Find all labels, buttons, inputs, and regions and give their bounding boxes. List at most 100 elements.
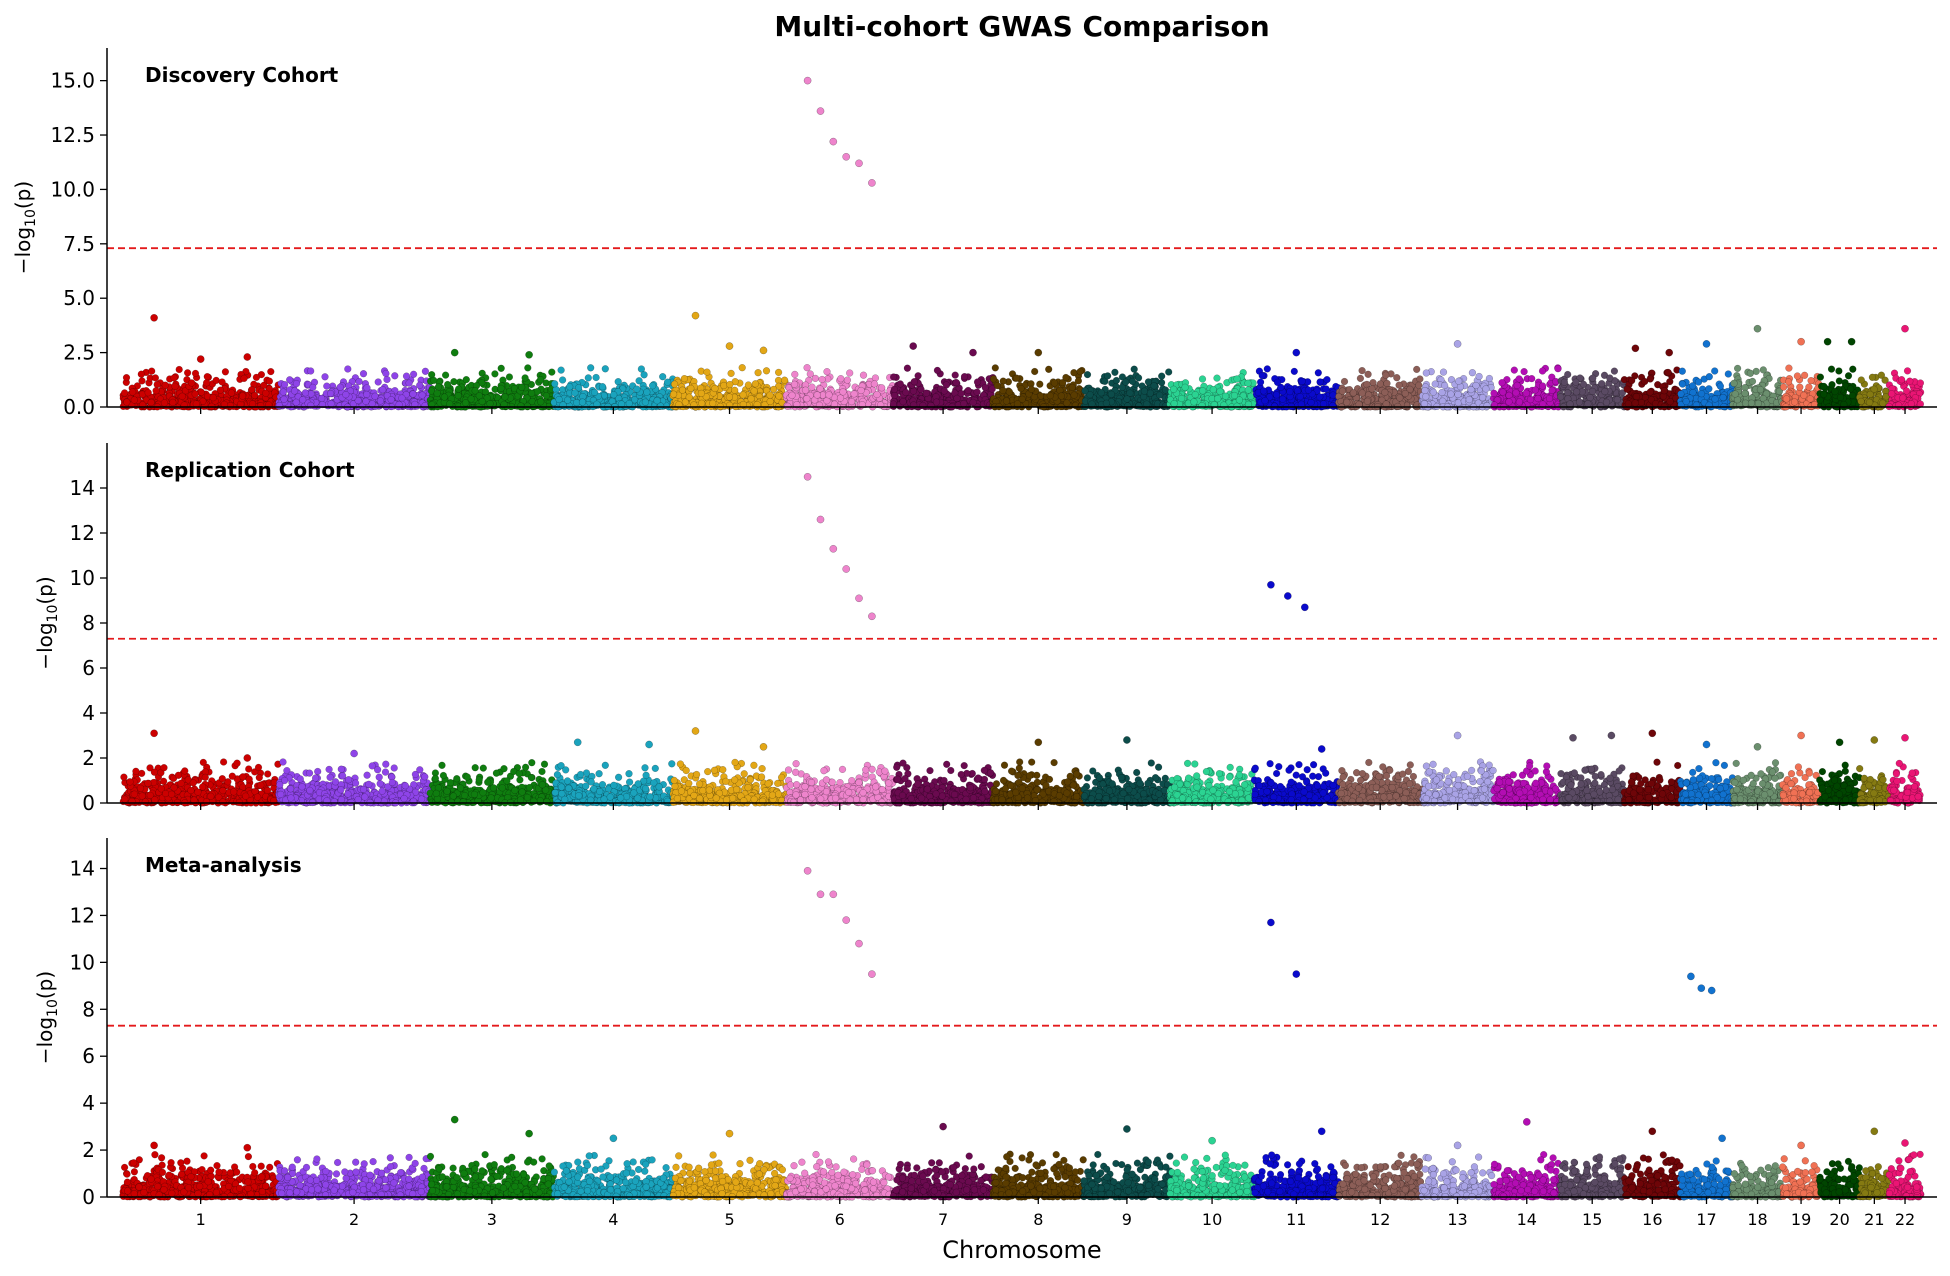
snp-point (634, 386, 641, 393)
chromosome-4-points (551, 364, 677, 410)
snp-point (564, 397, 571, 404)
snp-point (524, 403, 531, 410)
snp-point (323, 383, 330, 390)
snp-point (649, 382, 656, 389)
snp-point (372, 393, 379, 400)
snp-point (442, 372, 449, 379)
snp-point (664, 379, 671, 386)
snp-point (123, 374, 130, 381)
snp-point (364, 385, 371, 392)
snp-point (280, 389, 287, 396)
snp-point (281, 381, 288, 388)
manhattan-plot-svg: Multi-cohort GWAS Comparison 0.02.55.07.… (0, 0, 1950, 1276)
snp-point (391, 372, 398, 379)
snp-point (659, 373, 666, 380)
snp-point (148, 368, 155, 375)
snp-point (356, 378, 363, 385)
snp-point (642, 399, 649, 406)
snp-point (558, 367, 565, 374)
figure-title: Multi-cohort GWAS Comparison (774, 10, 1269, 43)
snp-point (169, 399, 176, 406)
snp-point (262, 390, 269, 397)
snp-point (253, 374, 260, 381)
snp-point (416, 382, 423, 389)
snp-point (204, 373, 211, 380)
snp-point (129, 389, 136, 396)
snp-point (498, 365, 505, 372)
snp-point (455, 386, 462, 393)
snp-point (610, 391, 617, 398)
snp-point (587, 364, 594, 371)
snp-point (293, 380, 300, 387)
snp-point (410, 371, 417, 378)
snp-point (410, 391, 417, 398)
snp-point (309, 384, 316, 391)
snp-point (384, 376, 391, 383)
snp-point (463, 376, 470, 383)
snp-point (506, 374, 513, 381)
snp-point (572, 390, 579, 397)
snp-point (327, 390, 334, 397)
snp-point (161, 400, 168, 407)
snp-point (455, 392, 462, 399)
snp-point (406, 380, 413, 387)
snp-point (518, 403, 525, 410)
snp-point (537, 376, 544, 383)
snp-point (307, 402, 314, 409)
snp-point (152, 375, 159, 382)
snp-point (643, 389, 650, 396)
chromosome-1-points (120, 366, 282, 410)
snp-point (636, 377, 643, 384)
snp-point (342, 391, 349, 398)
snp-point (179, 393, 186, 400)
snp-point (322, 373, 329, 380)
chromosome-3-points (427, 365, 557, 411)
snp-point (383, 370, 390, 377)
panel-1: 0.02.55.07.510.012.515.0 Discovery Cohort… (11, 48, 1937, 419)
snp-point (377, 398, 384, 405)
snp-point (291, 388, 298, 395)
snp-point (487, 400, 494, 407)
snp-point (566, 383, 573, 390)
snp-point (524, 365, 531, 372)
snp-cloud-group (120, 364, 1924, 410)
snp-point (434, 390, 441, 397)
snp-point (302, 389, 309, 396)
snp-point (422, 368, 429, 375)
chromosome-5-points (670, 364, 790, 410)
snp-point (502, 394, 509, 401)
snp-point (228, 390, 235, 397)
snp-point (172, 383, 179, 390)
snp-point (198, 389, 205, 396)
snp-point (219, 379, 226, 386)
snp-point (468, 396, 475, 403)
snp-point (257, 402, 264, 409)
snp-point (210, 394, 217, 401)
chromosome-2-points (275, 366, 433, 411)
snp-point (154, 381, 161, 388)
snp-point (239, 393, 246, 400)
snp-point (171, 375, 178, 382)
snp-point (121, 390, 128, 397)
snp-point (267, 368, 274, 375)
snp-point (276, 402, 283, 409)
snp-point (328, 400, 335, 407)
snp-point (518, 384, 525, 391)
snp-point (307, 368, 314, 375)
snp-point (441, 394, 448, 401)
snp-point (522, 375, 529, 382)
snp-point (654, 397, 661, 404)
snp-point (479, 398, 486, 405)
snp-point (363, 391, 370, 398)
snp-point (641, 371, 648, 378)
snp-point (188, 380, 195, 387)
snp-point (399, 395, 406, 402)
snp-point (222, 368, 229, 375)
snp-point (375, 379, 382, 386)
snp-point (184, 369, 191, 376)
snp-point (251, 392, 258, 399)
snp-point (227, 402, 234, 409)
snp-point (203, 379, 210, 386)
snp-point (579, 399, 586, 406)
snp-point (162, 382, 169, 389)
